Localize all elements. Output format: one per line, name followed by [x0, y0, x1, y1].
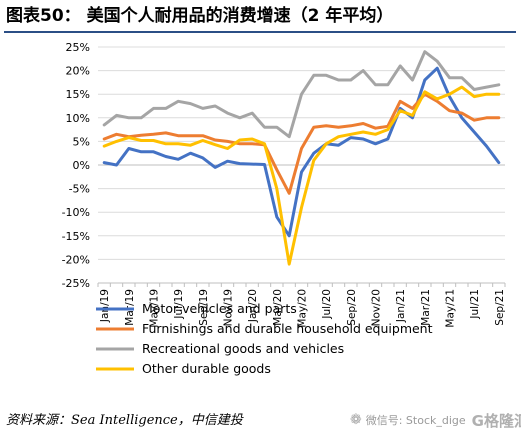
- y-tick-label: 10%: [66, 112, 90, 125]
- y-axis-labels: 25% 20% 15% 10% 5% 0% -5% -10% -15% -20% -25%: [62, 41, 90, 290]
- y-tick-label: -10%: [62, 206, 90, 219]
- x-axis-labels: Jan/19 Mar/19 May/19 Jul/19 Sep/19 Nov/19 Jan/…: [99, 289, 506, 328]
- legend-label: Motor vehicles and parts: [142, 301, 297, 316]
- x-tick-label: Sep/21: [494, 289, 506, 326]
- x-tick-label: May/21: [445, 289, 457, 328]
- x-tick-label: Mar/21: [420, 289, 432, 326]
- y-tick-label: -15%: [62, 230, 90, 243]
- x-tick-label: Jul/21: [469, 289, 481, 320]
- series-line-furnishings-and-durable-household-equipment: [102, 92, 501, 195]
- x-tick-label: Mar/20: [272, 289, 284, 326]
- watermark-brand: G格隆汇: [471, 411, 521, 430]
- x-tick-label: Jan/21: [395, 289, 407, 323]
- x-tick-label: May/19: [149, 289, 161, 328]
- watermark: ❁ 微信号: Stock_dige G格隆汇: [350, 408, 521, 432]
- y-tick-label: 20%: [66, 65, 90, 78]
- x-tick-label: Jul/20: [321, 289, 333, 320]
- x-tick-label: Nov/20: [371, 289, 383, 326]
- y-tick-label: 15%: [66, 88, 90, 101]
- line-chart: 25% 20% 15% 10% 5% 0% -5% -10% -15% -20% -25% Jan/…: [62, 41, 506, 376]
- x-tick-label: Jan/19: [99, 289, 111, 323]
- legend-label: Recreational goods and vehicles: [142, 341, 344, 356]
- x-tick-label: Sep/19: [198, 289, 210, 326]
- series-lines: [102, 50, 501, 266]
- x-tick-label: Sep/20: [346, 289, 358, 326]
- source-note: 资料来源：Sea Intelligence，中信建投: [6, 413, 243, 428]
- watermark-text: 微信号: Stock_dige: [365, 414, 466, 427]
- series-line-other-durable-goods: [102, 85, 501, 266]
- legend-label: Furnishings and durable household equipm…: [142, 321, 433, 336]
- wechat-icon: ❁: [350, 412, 362, 428]
- x-tick-label: Jul/19: [173, 289, 185, 320]
- y-tick-label: -5%: [69, 183, 90, 196]
- title-rule: [4, 31, 516, 33]
- y-tick-label: 25%: [66, 41, 90, 54]
- legend-label: Other durable goods: [142, 361, 271, 376]
- series-line-motor-vehicles-and-parts: [102, 66, 501, 238]
- y-tick-label: -25%: [62, 277, 90, 290]
- x-axis: [97, 282, 506, 287]
- x-tick-label: May/20: [297, 289, 309, 328]
- x-tick-label: Jan/20: [247, 289, 259, 323]
- x-tick-label: Mar/19: [124, 289, 136, 326]
- y-tick-label: 0%: [73, 159, 90, 172]
- y-tick-label: 5%: [73, 135, 90, 148]
- series-line-recreational-goods-and-vehicles: [102, 50, 501, 139]
- y-tick-label: -20%: [62, 253, 90, 266]
- chart-title: 图表50： 美国个人耐用品的消费增速（2 年平均）: [6, 6, 394, 26]
- legend: Motor vehicles and parts Furnishings and …: [96, 301, 433, 376]
- x-tick-label: Nov/19: [223, 289, 235, 326]
